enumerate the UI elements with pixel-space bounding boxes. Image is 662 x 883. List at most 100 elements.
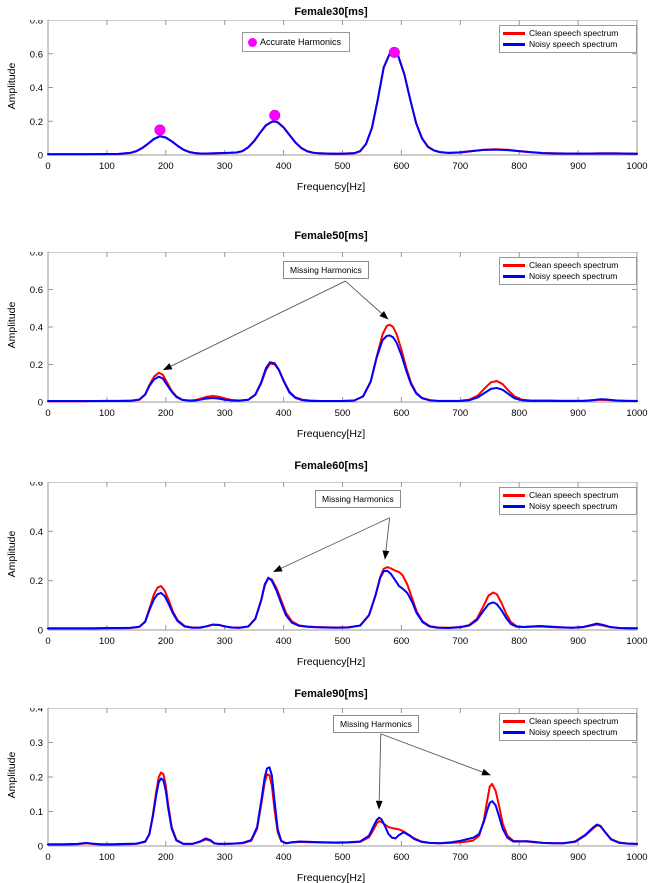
chart-title: Female60[ms] — [294, 460, 368, 472]
y-tick-label: 0.4 — [30, 83, 43, 94]
legend[interactable]: Clean speech spectrum Noisy speech spectr… — [499, 25, 637, 53]
legend-label: Accurate Harmonics — [260, 36, 342, 47]
legend[interactable]: Clean speech spectrum Noisy speech spectr… — [499, 257, 637, 285]
legend-label: Noisy speech spectrum — [529, 500, 618, 511]
legend-item-noisy[interactable]: Noisy speech spectrum — [503, 39, 632, 50]
x-tick-label: 900 — [570, 161, 586, 172]
x-tick-label: 400 — [276, 636, 292, 647]
x-tick-label: 700 — [452, 852, 468, 863]
chart-panel: Female50[ms] Amplitude Frequency[Hz] 0 100 20… — [0, 212, 662, 442]
annotation-missing-harmonics: Missing Harmonics — [283, 261, 369, 279]
accurate-harmonic-marker — [269, 109, 281, 121]
annotation-arrowhead — [375, 800, 383, 810]
x-tick-label: 500 — [335, 636, 351, 647]
x-tick-label: 900 — [570, 852, 586, 863]
accurate-harmonic-marker — [388, 46, 400, 58]
annotation-arrowhead — [272, 565, 283, 573]
chart-title: Female50[ms] — [294, 230, 368, 242]
legend-line-swatch — [503, 720, 525, 723]
legend-label: Clean speech spectrum — [529, 27, 619, 38]
legend[interactable]: Clean speech spectrum Noisy speech spectr… — [499, 487, 637, 515]
x-tick-label: 700 — [452, 161, 468, 172]
x-tick-label: 0 — [45, 161, 50, 172]
chart-panel: Female60[ms] Amplitude Frequency[Hz] 0 100 20… — [0, 442, 662, 672]
series-clean-speech — [47, 323, 638, 403]
y-tick-label: 0.1 — [30, 807, 43, 818]
y-tick-label: 0.8 — [30, 20, 43, 27]
x-tick-label: 800 — [511, 408, 527, 419]
y-tick-label: 0 — [38, 842, 43, 853]
x-tick-label: 700 — [452, 636, 468, 647]
x-tick-label: 700 — [452, 408, 468, 419]
y-tick-label: 0 — [38, 398, 43, 409]
x-tick-label: 800 — [511, 161, 527, 172]
x-tick-label: 400 — [276, 161, 292, 172]
y-tick-label: 0.4 — [30, 708, 43, 715]
y-tick-label: 0 — [38, 151, 43, 162]
legend-item-clean[interactable]: Clean speech spectrum — [503, 260, 632, 271]
x-tick-label: 200 — [158, 408, 174, 419]
x-tick-label: 500 — [335, 852, 351, 863]
annotation-arrowhead — [382, 550, 390, 560]
chart-title: Female90[ms] — [294, 688, 368, 700]
legend-item-clean[interactable]: Clean speech spectrum — [503, 28, 632, 39]
legend-line-swatch — [503, 43, 525, 46]
x-tick-label: 1000 — [626, 852, 647, 863]
legend-item-noisy[interactable]: Noisy speech spectrum — [503, 501, 632, 512]
chart-panel: Female90[ms] Amplitude Frequency[Hz] 0 100 20… — [0, 672, 662, 883]
y-tick-label: 0.8 — [30, 252, 43, 259]
y-tick-label: 0.2 — [30, 360, 43, 371]
legend-item-noisy[interactable]: Noisy speech spectrum — [503, 271, 632, 282]
series-clean-speech — [47, 771, 638, 846]
annotation-label: Missing Harmonics — [322, 494, 394, 504]
x-tick-label: 900 — [570, 408, 586, 419]
accurate-harmonics-legend[interactable]: Accurate Harmonics — [242, 32, 351, 52]
x-tick-label: 600 — [393, 161, 409, 172]
plot-area: 0 100 200 300 400 500 600 700 800 900 1000 0 0.2 0.4 0… — [30, 252, 648, 419]
legend-line-swatch — [503, 505, 525, 508]
legend-item-clean[interactable]: Clean speech spectrum — [503, 716, 632, 727]
x-tick-label: 0 — [45, 636, 50, 647]
magenta-dot-icon — [248, 37, 257, 47]
series-noisy-speech — [47, 334, 638, 403]
x-tick-label: 100 — [99, 408, 115, 419]
x-axis-label: Frequency[Hz] — [296, 181, 366, 193]
x-tick-label: 1000 — [626, 408, 647, 419]
y-tick-label: 0 — [38, 626, 43, 637]
x-tick-label: 800 — [511, 852, 527, 863]
annotation-arrowhead — [379, 310, 389, 320]
legend-item-noisy[interactable]: Noisy speech spectrum — [503, 727, 632, 738]
x-tick-label: 200 — [158, 161, 174, 172]
chart-title: Female30[ms] — [294, 6, 368, 18]
legend[interactable]: Clean speech spectrum Noisy speech spectr… — [499, 713, 637, 741]
legend-label: Noisy speech spectrum — [529, 38, 618, 49]
y-tick-label: 0.4 — [30, 323, 43, 334]
legend-label: Clean speech spectrum — [529, 715, 619, 726]
x-tick-label: 600 — [393, 852, 409, 863]
series-clean-speech — [47, 566, 638, 630]
plot-area: 0 100 200 300 400 500 600 700 800 900 1000 0 0.1 0.2 0… — [30, 708, 648, 863]
x-tick-label: 400 — [276, 852, 292, 863]
legend-line-swatch — [503, 731, 525, 734]
annotation-missing-harmonics: Missing Harmonics — [333, 715, 419, 733]
x-tick-label: 300 — [217, 161, 233, 172]
x-tick-label: 300 — [217, 852, 233, 863]
accurate-harmonic-marker — [154, 124, 166, 136]
y-tick-label: 0.6 — [30, 285, 43, 296]
legend-label: Noisy speech spectrum — [529, 726, 618, 737]
legend-item-accurate-harmonics[interactable]: Accurate Harmonics — [248, 36, 341, 48]
annotation-missing-harmonics: Missing Harmonics — [315, 490, 401, 508]
y-tick-label: 0.3 — [30, 738, 43, 749]
x-tick-label: 500 — [335, 161, 351, 172]
plot-area: 0 100 200 300 400 500 600 700 800 900 1000 0 0.2 0.4 0… — [30, 20, 648, 172]
x-tick-label: 500 — [335, 408, 351, 419]
x-tick-label: 0 — [45, 852, 50, 863]
y-tick-label: 0.6 — [30, 482, 43, 489]
legend-item-clean[interactable]: Clean speech spectrum — [503, 490, 632, 501]
annotation-arrowhead — [481, 768, 491, 776]
x-tick-label: 300 — [217, 636, 233, 647]
legend-line-swatch — [503, 264, 525, 267]
x-tick-label: 200 — [158, 852, 174, 863]
chart-panel: Female30[ms] Amplitude Frequency[Hz] 0 100 20… — [0, 0, 662, 212]
annotation-label: Missing Harmonics — [340, 719, 412, 729]
